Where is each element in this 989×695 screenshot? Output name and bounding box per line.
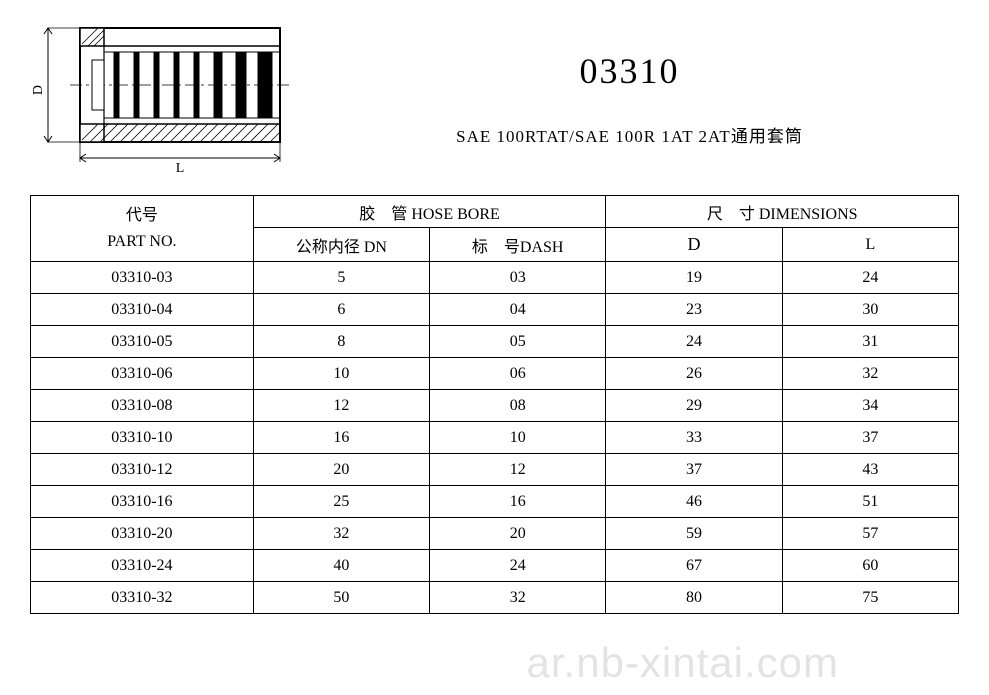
cell-dash: 03 bbox=[430, 262, 606, 294]
table-row: 03310-0610062632 bbox=[31, 358, 959, 390]
cell-dash: 24 bbox=[430, 550, 606, 582]
cell-dn: 50 bbox=[253, 582, 429, 614]
cell-partno: 03310-04 bbox=[31, 294, 254, 326]
cell-partno: 03310-03 bbox=[31, 262, 254, 294]
cell-dn: 5 bbox=[253, 262, 429, 294]
cell-l: 32 bbox=[782, 358, 958, 390]
cell-dn: 32 bbox=[253, 518, 429, 550]
header-l: L bbox=[782, 228, 958, 262]
technical-drawing: D bbox=[30, 10, 310, 180]
cell-partno: 03310-08 bbox=[31, 390, 254, 422]
cell-partno: 03310-16 bbox=[31, 486, 254, 518]
dim-label-l: L bbox=[176, 161, 185, 176]
table-row: 03310-1016103337 bbox=[31, 422, 959, 454]
cell-dn: 16 bbox=[253, 422, 429, 454]
cell-dash: 20 bbox=[430, 518, 606, 550]
cell-dash: 04 bbox=[430, 294, 606, 326]
cell-dn: 8 bbox=[253, 326, 429, 358]
header-hosebore: 胶 管 HOSE BORE bbox=[253, 196, 606, 228]
cell-dash: 12 bbox=[430, 454, 606, 486]
table-row: 03310-2440246760 bbox=[31, 550, 959, 582]
cell-d: 24 bbox=[606, 326, 782, 358]
cell-partno: 03310-05 bbox=[31, 326, 254, 358]
table-row: 03310-1625164651 bbox=[31, 486, 959, 518]
part-code-title: 03310 bbox=[310, 50, 949, 92]
cell-dn: 12 bbox=[253, 390, 429, 422]
table-row: 03310-1220123743 bbox=[31, 454, 959, 486]
header-dn: 公称内径 DN bbox=[253, 228, 429, 262]
cell-d: 67 bbox=[606, 550, 782, 582]
header-dimensions: 尺 寸 DIMENSIONS bbox=[606, 196, 959, 228]
header-partno: 代号 PART NO. bbox=[31, 196, 254, 262]
cell-l: 57 bbox=[782, 518, 958, 550]
cell-d: 26 bbox=[606, 358, 782, 390]
cell-l: 51 bbox=[782, 486, 958, 518]
cell-l: 30 bbox=[782, 294, 958, 326]
cell-dash: 10 bbox=[430, 422, 606, 454]
cell-l: 75 bbox=[782, 582, 958, 614]
cell-partno: 03310-06 bbox=[31, 358, 254, 390]
cell-d: 33 bbox=[606, 422, 782, 454]
table-row: 03310-0812082934 bbox=[31, 390, 959, 422]
part-subtitle: SAE 100RTAT/SAE 100R 1AT 2AT通用套筒 bbox=[310, 122, 949, 147]
cell-l: 37 bbox=[782, 422, 958, 454]
table-row: 03310-035031924 bbox=[31, 262, 959, 294]
table-row: 03310-2032205957 bbox=[31, 518, 959, 550]
cell-dash: 06 bbox=[430, 358, 606, 390]
cell-d: 59 bbox=[606, 518, 782, 550]
cell-d: 29 bbox=[606, 390, 782, 422]
cell-partno: 03310-12 bbox=[31, 454, 254, 486]
dim-label-d: D bbox=[31, 85, 46, 95]
cell-d: 23 bbox=[606, 294, 782, 326]
table-row: 03310-046042330 bbox=[31, 294, 959, 326]
cell-l: 31 bbox=[782, 326, 958, 358]
header-d: D bbox=[606, 228, 782, 262]
header-dash: 标 号DASH bbox=[430, 228, 606, 262]
cell-dn: 20 bbox=[253, 454, 429, 486]
cell-dn: 6 bbox=[253, 294, 429, 326]
cell-dn: 10 bbox=[253, 358, 429, 390]
cell-partno: 03310-10 bbox=[31, 422, 254, 454]
cell-partno: 03310-24 bbox=[31, 550, 254, 582]
cell-dn: 40 bbox=[253, 550, 429, 582]
cell-d: 19 bbox=[606, 262, 782, 294]
table-row: 03310-3250328075 bbox=[31, 582, 959, 614]
cell-partno: 03310-32 bbox=[31, 582, 254, 614]
cell-l: 34 bbox=[782, 390, 958, 422]
cell-l: 24 bbox=[782, 262, 958, 294]
cell-d: 37 bbox=[606, 454, 782, 486]
cell-l: 60 bbox=[782, 550, 958, 582]
cell-dash: 16 bbox=[430, 486, 606, 518]
cell-l: 43 bbox=[782, 454, 958, 486]
dimensions-table: 代号 PART NO. 胶 管 HOSE BORE 尺 寸 DIMENSIONS… bbox=[30, 195, 959, 614]
cell-dash: 08 bbox=[430, 390, 606, 422]
watermark: ar.nb-xintai.com bbox=[527, 639, 839, 687]
table-row: 03310-058052431 bbox=[31, 326, 959, 358]
cell-partno: 03310-20 bbox=[31, 518, 254, 550]
cell-d: 46 bbox=[606, 486, 782, 518]
cell-d: 80 bbox=[606, 582, 782, 614]
cell-dn: 25 bbox=[253, 486, 429, 518]
cell-dash: 32 bbox=[430, 582, 606, 614]
cell-dash: 05 bbox=[430, 326, 606, 358]
